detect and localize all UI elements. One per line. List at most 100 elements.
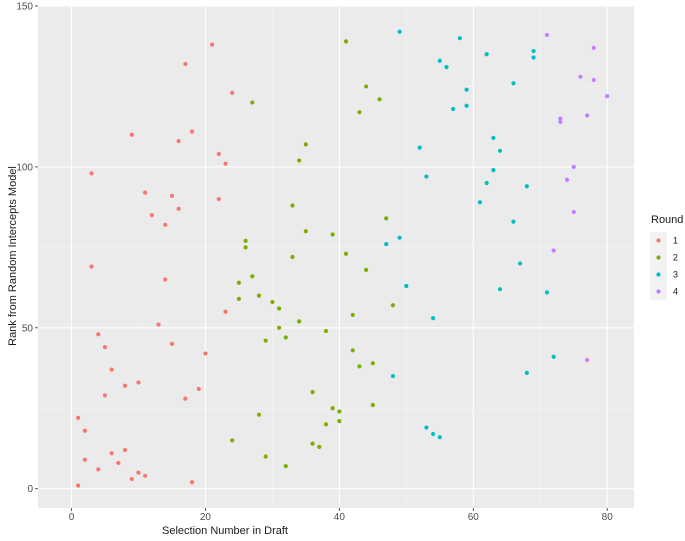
data-point-round-1 (96, 467, 101, 472)
x-tick-label: 60 (468, 512, 480, 523)
data-point-round-4 (558, 119, 563, 124)
data-point-round-1 (149, 213, 154, 218)
data-point-round-1 (143, 473, 148, 478)
y-tick-label: 100 (16, 162, 33, 173)
data-point-round-1 (189, 129, 195, 134)
data-point-round-1 (230, 90, 235, 95)
plot-panel (38, 6, 634, 508)
data-point-round-3 (484, 180, 489, 186)
legend-label-3: 3 (673, 270, 678, 280)
data-point-round-2 (263, 338, 268, 343)
data-point-round-2 (357, 110, 362, 115)
data-point-round-1 (76, 483, 81, 488)
legend-marker-2 (656, 255, 661, 260)
legend-items: 1 2 3 4 (650, 232, 678, 300)
data-point-round-1 (109, 451, 114, 456)
data-point-round-4 (591, 45, 596, 50)
data-point-round-2 (270, 299, 275, 305)
data-point-round-2 (243, 245, 248, 250)
data-point-round-1 (223, 309, 228, 314)
data-point-round-2 (377, 97, 382, 102)
data-point-round-3 (511, 81, 516, 86)
data-point-round-1 (102, 345, 108, 350)
legend-title: Round (651, 214, 683, 226)
data-point-round-1 (189, 480, 195, 485)
data-point-round-4 (571, 164, 576, 169)
data-point-round-2 (350, 312, 355, 318)
legend-label-4: 4 (673, 287, 678, 297)
x-tick-label: 40 (334, 512, 346, 523)
data-point-round-3 (437, 435, 442, 440)
data-point-round-2 (350, 348, 355, 353)
data-point-round-1 (163, 222, 168, 227)
data-point-round-1 (169, 341, 175, 346)
data-point-round-3 (524, 184, 529, 189)
data-point-round-2 (303, 142, 308, 147)
legend-marker-3 (656, 272, 661, 277)
data-point-round-1 (183, 396, 188, 401)
data-point-round-1 (210, 42, 215, 47)
data-point-round-2 (290, 203, 295, 208)
data-point-round-2 (370, 361, 375, 366)
data-point-round-2 (343, 251, 349, 256)
data-point-round-3 (497, 148, 503, 153)
data-points (76, 29, 610, 488)
data-point-round-3 (484, 52, 489, 57)
data-point-round-2 (357, 364, 362, 369)
data-point-round-1 (116, 460, 121, 466)
data-point-round-3 (457, 36, 462, 41)
data-point-round-4 (544, 32, 550, 38)
data-point-round-2 (323, 328, 329, 334)
data-point-round-4 (571, 209, 576, 215)
y-tick-label: 50 (22, 323, 34, 334)
data-point-round-3 (444, 65, 449, 70)
data-point-round-3 (551, 354, 556, 359)
data-point-round-2 (310, 441, 315, 446)
data-point-round-1 (96, 332, 101, 337)
x-tick-label: 0 (69, 512, 75, 523)
data-point-round-3 (424, 425, 429, 430)
data-point-round-2 (330, 232, 335, 237)
data-point-round-2 (370, 402, 375, 408)
data-point-round-2 (250, 274, 255, 279)
legend-marker-1 (656, 238, 661, 243)
legend-marker-4 (656, 289, 661, 294)
data-point-round-4 (585, 357, 590, 363)
data-point-round-2 (337, 409, 342, 414)
data-point-round-3 (511, 219, 516, 224)
data-point-round-3 (491, 168, 496, 173)
data-point-round-1 (136, 470, 141, 475)
data-point-round-2 (323, 422, 329, 427)
data-point-round-3 (531, 55, 536, 60)
legend-label-2: 2 (673, 253, 678, 263)
data-point-round-2 (317, 444, 322, 449)
data-point-round-1 (129, 132, 134, 137)
x-tick-label: 80 (602, 512, 614, 523)
data-point-round-2 (290, 254, 295, 260)
data-point-round-2 (283, 335, 288, 340)
data-point-round-1 (176, 206, 181, 211)
data-point-round-3 (390, 373, 396, 379)
data-point-round-4 (558, 116, 563, 121)
data-point-round-1 (82, 428, 87, 433)
data-point-round-2 (297, 319, 302, 324)
data-point-round-2 (310, 390, 315, 395)
data-point-round-3 (518, 261, 523, 266)
data-point-round-3 (464, 87, 469, 92)
data-point-round-2 (256, 293, 262, 298)
x-tick-label: 20 (200, 512, 212, 523)
data-point-round-1 (203, 351, 208, 356)
data-point-round-2 (297, 158, 302, 163)
data-point-round-2 (250, 100, 255, 105)
data-point-round-1 (183, 61, 188, 67)
data-point-round-1 (216, 151, 221, 157)
data-point-round-1 (89, 171, 94, 176)
data-point-round-4 (564, 177, 570, 182)
legend-label-1: 1 (673, 236, 678, 246)
data-point-round-3 (397, 29, 402, 34)
data-point-round-2 (276, 325, 282, 330)
data-point-round-3 (431, 431, 436, 437)
data-point-round-3 (544, 290, 550, 295)
data-point-round-2 (283, 464, 288, 469)
